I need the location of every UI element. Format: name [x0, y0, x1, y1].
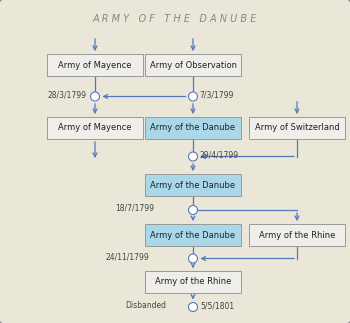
FancyBboxPatch shape [145, 54, 241, 76]
FancyBboxPatch shape [145, 174, 241, 196]
Circle shape [189, 254, 197, 263]
FancyBboxPatch shape [145, 271, 241, 293]
FancyBboxPatch shape [145, 117, 241, 139]
Text: Army of the Rhine: Army of the Rhine [259, 231, 335, 239]
Text: 7/3/1799: 7/3/1799 [199, 90, 233, 99]
Text: Disbanded: Disbanded [125, 301, 166, 310]
Text: Army of the Danube: Army of the Danube [150, 181, 236, 190]
Text: Army of Mayence: Army of Mayence [58, 123, 132, 132]
Text: 18/7/1799: 18/7/1799 [115, 203, 154, 213]
Text: Army of Observation: Army of Observation [149, 60, 237, 69]
Circle shape [189, 303, 197, 311]
Text: 24/11/1799: 24/11/1799 [105, 252, 149, 261]
FancyBboxPatch shape [249, 117, 345, 139]
Text: 28/3/1799: 28/3/1799 [47, 90, 86, 99]
FancyBboxPatch shape [145, 224, 241, 246]
FancyBboxPatch shape [47, 54, 143, 76]
Text: Army of the Danube: Army of the Danube [150, 231, 236, 239]
FancyBboxPatch shape [47, 117, 143, 139]
Circle shape [189, 205, 197, 214]
Text: Army of Switzerland: Army of Switzerland [255, 123, 340, 132]
Text: Army of the Danube: Army of the Danube [150, 123, 236, 132]
Text: 5/5/1801: 5/5/1801 [200, 301, 234, 310]
Circle shape [91, 92, 99, 101]
Text: 29/4/1799: 29/4/1799 [199, 150, 238, 159]
Text: Army of the Rhine: Army of the Rhine [155, 277, 231, 287]
FancyBboxPatch shape [249, 224, 345, 246]
Text: Army of Mayence: Army of Mayence [58, 60, 132, 69]
Circle shape [189, 152, 197, 161]
Circle shape [189, 92, 197, 101]
Text: A R M Y   O F   T H E   D A N U B E: A R M Y O F T H E D A N U B E [93, 14, 257, 24]
